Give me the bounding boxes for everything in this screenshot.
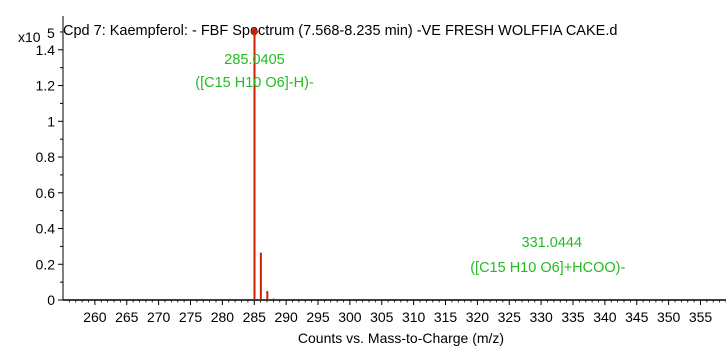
y-multiplier: x10 5 <box>18 25 55 45</box>
x-tick-label: 290 <box>274 309 298 325</box>
annotation-mz: 331.0444 <box>522 235 582 251</box>
x-tick-label: 260 <box>83 309 107 325</box>
spectrum-peaks <box>253 31 275 300</box>
annotation-mz: 285.0405 <box>224 52 284 68</box>
y-tick-label: 0.2 <box>36 256 56 272</box>
annotation-formula: ([C15 H10 O6]+HCOO)- <box>470 260 625 276</box>
x-tick-label: 300 <box>338 309 362 325</box>
x-tick-label: 325 <box>498 309 522 325</box>
annotation-formula: ([C15 H10 O6]-H)- <box>195 75 314 91</box>
x-tick-label: 265 <box>115 309 139 325</box>
y-tick-label: 1.4 <box>36 42 56 58</box>
y-tick-label: 0.4 <box>36 221 56 237</box>
chart-title: Cpd 7: Kaempferol: - FBF Spectrum (7.568… <box>63 23 617 39</box>
x-tick-label: 295 <box>306 309 330 325</box>
peak-marker <box>250 26 259 37</box>
y-tick-label: 1 <box>47 113 55 129</box>
peak-annotations: 285.0405 ([C15 H10 O6]-H)- 331.0444 ([C15 H… <box>195 26 626 276</box>
x-axis-label: Counts vs. Mass-to-Charge (m/z) <box>298 330 504 346</box>
x-tick-label: 270 <box>147 309 171 325</box>
y-axis-ticks: 0 0.2 0.4 0.6 0.8 1 1.2 1.4 <box>36 31 63 308</box>
x-tick-label: 280 <box>211 309 235 325</box>
y-multiplier-exponent: 5 <box>47 25 55 41</box>
y-tick-label: 0 <box>47 292 55 308</box>
y-tick-label: 0.6 <box>36 185 56 201</box>
x-tick-label: 340 <box>593 309 617 325</box>
x-tick-label: 355 <box>689 309 713 325</box>
x-tick-label: 310 <box>402 309 426 325</box>
x-tick-label: 315 <box>434 309 458 325</box>
x-tick-label: 285 <box>243 309 267 325</box>
x-tick-label: 330 <box>529 309 553 325</box>
y-multiplier-base: x10 <box>18 29 41 45</box>
x-axis-ticks: 260 265 270 275 280 285 290 295 300 305 310 315 320 3… <box>68 300 726 325</box>
x-tick-label: 275 <box>179 309 203 325</box>
x-tick-label: 335 <box>561 309 585 325</box>
x-tick-label: 305 <box>370 309 394 325</box>
axes <box>62 16 726 301</box>
x-tick-label: 350 <box>657 309 681 325</box>
x-tick-label: 320 <box>466 309 490 325</box>
y-tick-label: 0.8 <box>36 149 56 165</box>
y-tick-label: 1.2 <box>36 78 56 94</box>
x-tick-label: 345 <box>625 309 649 325</box>
